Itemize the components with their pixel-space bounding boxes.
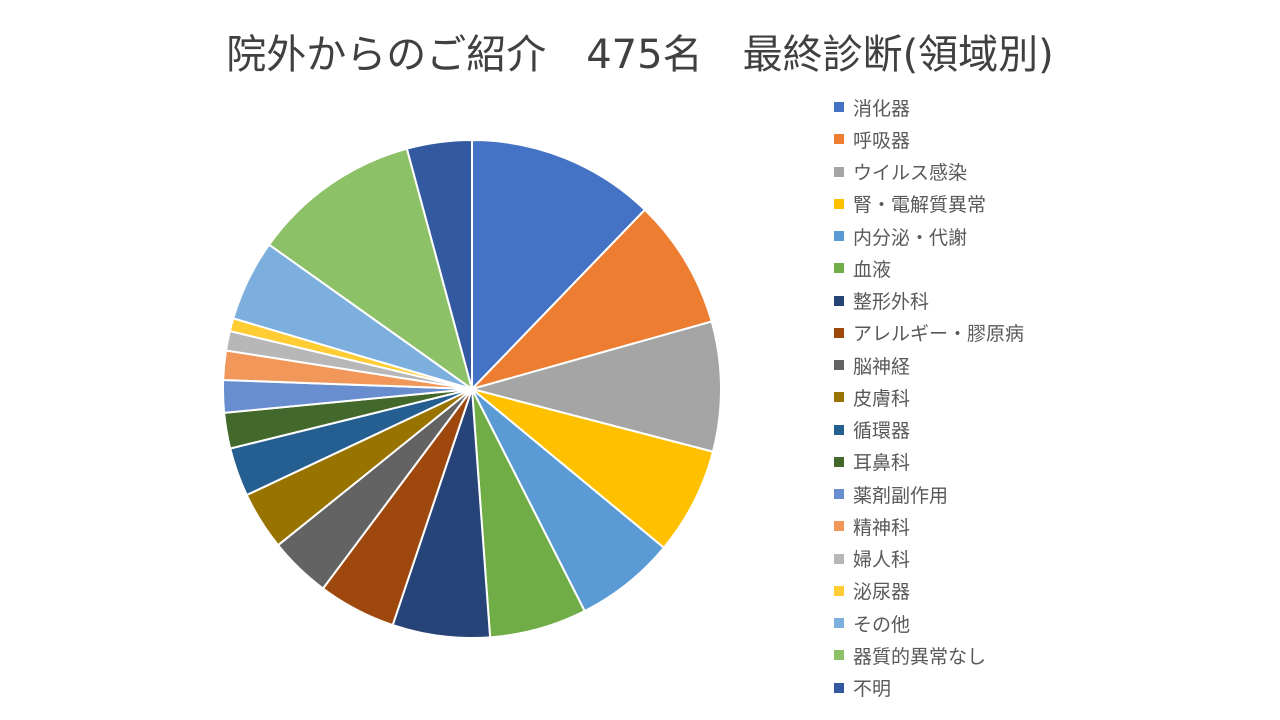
- legend-label: 血液: [853, 258, 892, 281]
- legend-label: 器質的異常なし: [853, 645, 987, 668]
- legend-item: 泌尿器: [834, 575, 1024, 607]
- legend-label: 内分泌・代謝: [853, 226, 968, 249]
- legend-item: 不明: [834, 672, 1024, 704]
- legend-item: 婦人科: [834, 543, 1024, 575]
- legend-swatch: [834, 392, 844, 403]
- legend-swatch: [834, 360, 844, 371]
- legend-label: アレルギー・膠原病: [853, 323, 1025, 346]
- legend-swatch: [834, 295, 844, 306]
- pie-slice-0: [471, 138, 647, 392]
- legend-item: 脳神経: [834, 349, 1024, 381]
- legend-label: 呼吸器: [853, 129, 911, 152]
- legend-item: 消化器: [834, 91, 1024, 123]
- legend-label: 腎・電解質異常: [853, 194, 987, 217]
- legend-item: 耳鼻科: [834, 446, 1024, 478]
- legend-label: その他: [853, 613, 911, 636]
- legend-swatch: [834, 263, 844, 274]
- legend-label: 薬剤副作用: [853, 484, 949, 507]
- legend-swatch: [834, 553, 844, 564]
- legend-swatch: [834, 456, 844, 467]
- legend-swatch: [834, 231, 844, 242]
- legend-label: 耳鼻科: [853, 452, 911, 475]
- legend-label: 整形外科: [853, 291, 930, 314]
- legend-item: 内分泌・代謝: [834, 220, 1024, 252]
- legend-swatch: [834, 424, 844, 435]
- legend-swatch: [834, 618, 844, 629]
- legend-item: 循環器: [834, 414, 1024, 446]
- legend-label: 循環器: [853, 420, 911, 443]
- legend-label: 消化器: [853, 97, 911, 120]
- legend-label: 不明: [853, 678, 892, 701]
- pie-slice-1: [468, 208, 713, 391]
- legend-item: 血液: [834, 252, 1024, 284]
- legend-swatch: [834, 102, 844, 113]
- legend-item: ウイルス感染: [834, 156, 1024, 188]
- legend-swatch: [834, 327, 844, 338]
- legend-swatch: [834, 134, 844, 145]
- legend-swatch: [834, 489, 844, 500]
- pie-slice-3: [471, 388, 715, 550]
- legend-swatch: [834, 682, 844, 693]
- legend-label: 泌尿器: [853, 581, 911, 604]
- legend-label: ウイルス感染: [853, 162, 968, 185]
- legend-swatch: [834, 198, 844, 209]
- legend-swatch: [834, 521, 844, 532]
- chart-title: 院外からのご紹介 475名 最終診断(領域別): [226, 32, 1054, 78]
- legend-label: 皮膚科: [853, 387, 911, 410]
- legend-item: アレルギー・膠原病: [834, 317, 1024, 349]
- legend-item: 器質的異常なし: [834, 639, 1024, 671]
- legend-item: 皮膚科: [834, 381, 1024, 413]
- legend-item: 精神科: [834, 510, 1024, 542]
- legend-item: 腎・電解質異常: [834, 188, 1024, 220]
- legend-item: 整形外科: [834, 285, 1024, 317]
- legend-item: その他: [834, 607, 1024, 639]
- legend-item: 薬剤副作用: [834, 478, 1024, 510]
- pie-slice-18: [405, 138, 473, 390]
- legend-label: 精神科: [853, 516, 911, 539]
- legend-swatch: [834, 650, 844, 661]
- legend-item: 呼吸器: [834, 123, 1024, 155]
- pie-slice-2: [468, 320, 722, 453]
- legend-label: 婦人科: [853, 549, 911, 572]
- legend-label: 脳神経: [853, 355, 911, 378]
- pie-slice-17: [267, 147, 474, 392]
- legend-swatch: [834, 166, 844, 177]
- chart-legend: 消化器呼吸器ウイルス感染 腎・電解質異常 内分泌・代謝 血液整形外科アレルギー・膠原病…: [834, 91, 1024, 704]
- legend-swatch: [834, 585, 844, 596]
